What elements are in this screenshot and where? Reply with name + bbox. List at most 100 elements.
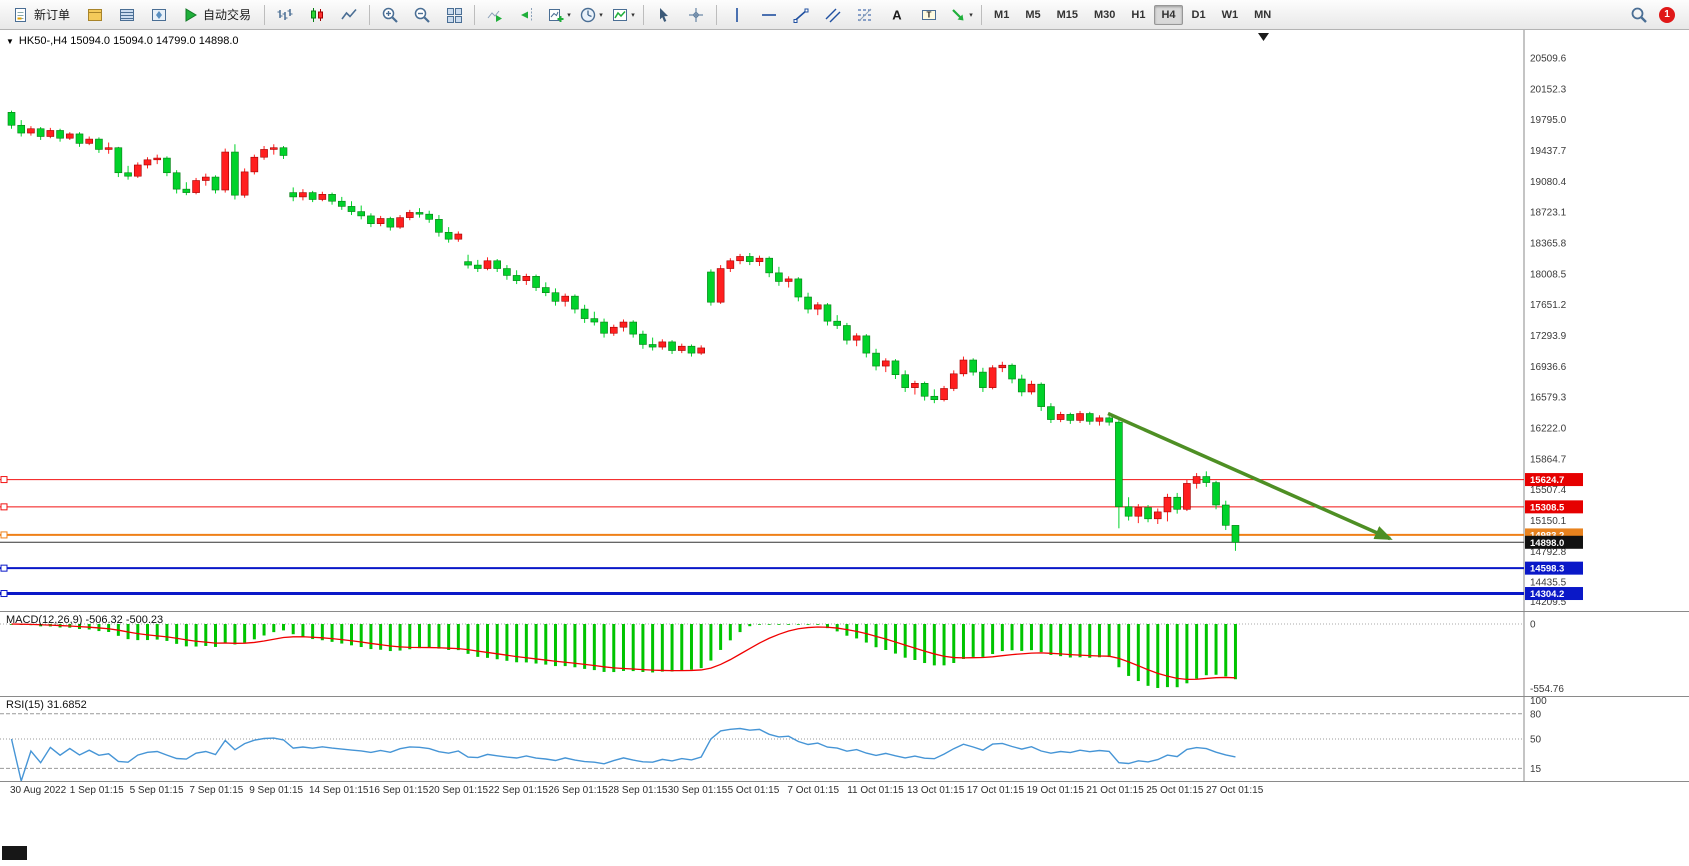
trendline-icon[interactable] xyxy=(786,2,816,28)
timeframe-h4[interactable]: H4 xyxy=(1154,4,1183,25)
svg-text:17651.2: 17651.2 xyxy=(1530,300,1567,311)
cursor-glyph xyxy=(660,7,669,22)
svg-text:14792.8: 14792.8 xyxy=(1530,547,1567,558)
timeframe-m15[interactable]: M15 xyxy=(1056,8,1078,21)
horizontal-lines[interactable] xyxy=(0,476,1524,598)
text-label-icon[interactable]: T xyxy=(914,2,944,28)
time-label: 20 Sep 01:15 xyxy=(428,785,489,796)
dropdown-arrow-icon: ▾ xyxy=(631,11,635,19)
new-order-button-label: 新订单 xyxy=(34,8,71,22)
goldpanel-glyph xyxy=(88,8,103,21)
auto-trading-button[interactable]: 自动交易 xyxy=(176,2,259,28)
macd-signal-line xyxy=(11,623,1236,681)
svg-text:15864.7: 15864.7 xyxy=(1530,454,1567,465)
fibonacci-icon[interactable] xyxy=(850,2,880,28)
timeframe-m1[interactable]: M1 xyxy=(994,8,1010,21)
svg-text:15507.4: 15507.4 xyxy=(1530,485,1567,496)
time-label: 14 Sep 01:15 xyxy=(309,785,369,796)
svg-text:15: 15 xyxy=(1530,764,1542,775)
time-label: 17 Oct 01:15 xyxy=(966,785,1025,796)
rsi-chart[interactable]: 100 80 50 15 xyxy=(0,697,1689,781)
new-chart-icon[interactable]: ▾ xyxy=(544,2,574,28)
svg-text:16222.0: 16222.0 xyxy=(1530,424,1567,435)
svg-text:A: A xyxy=(892,7,902,22)
navpanel-glyph xyxy=(152,8,167,21)
macd-label: MACD(12,26,9) -506.32 -500.23 xyxy=(6,614,164,626)
toolbar-separator xyxy=(981,4,983,25)
ohlc-readout: HK50-,H4 15094.0 15094.0 14799.0 14898.0 xyxy=(18,35,239,47)
period-clock-icon[interactable]: ▾ xyxy=(576,2,606,28)
chartshift-glyph xyxy=(521,7,533,22)
line-handle[interactable] xyxy=(0,476,8,484)
tile-windows-icon[interactable] xyxy=(439,2,469,28)
time-label: 21 Oct 01:15 xyxy=(1086,785,1144,796)
timeframe-mn[interactable]: MN xyxy=(1254,8,1272,21)
auto-scroll-icon[interactable] xyxy=(480,2,510,28)
indicator-glyph xyxy=(613,8,628,21)
svg-text:16579.3: 16579.3 xyxy=(1530,393,1567,404)
timeframe-h1[interactable]: H1 xyxy=(1131,8,1146,21)
timeframe-m5[interactable]: M5 xyxy=(1025,8,1041,21)
channel-icon[interactable] xyxy=(818,2,848,28)
line-handle[interactable] xyxy=(0,590,8,598)
time-label: 5 Oct 01:15 xyxy=(727,785,780,796)
svg-text:15150.1: 15150.1 xyxy=(1530,516,1567,527)
toolbar-separator xyxy=(369,4,371,25)
svg-text:18008.5: 18008.5 xyxy=(1530,269,1567,280)
timeframe-m30[interactable]: M30 xyxy=(1094,8,1116,21)
line-chart-icon[interactable] xyxy=(334,2,364,28)
rsi-line xyxy=(10,727,1236,781)
main-toolbar: 新订单 自动交易 ▾ ▾ ▾ A T ▾ M1 M5 M15 M30 H1 H4 D1 W1 MN 1 xyxy=(0,0,1689,30)
zoom-out-icon[interactable] xyxy=(407,2,437,28)
candlestick-chart-icon[interactable] xyxy=(302,2,332,28)
svg-text:18365.8: 18365.8 xyxy=(1530,239,1567,250)
time-label: 1 Sep 01:15 xyxy=(69,785,124,796)
candlestick-chart[interactable]: 20509.6 20152.3 19795.0 19437.7 19080.4 18723… xyxy=(0,30,1689,611)
time-label: 7 Sep 01:15 xyxy=(189,785,244,796)
market-watch-icon[interactable] xyxy=(80,2,110,28)
svg-text:20152.3: 20152.3 xyxy=(1530,84,1567,95)
bar-chart-icon[interactable] xyxy=(270,2,300,28)
cursor-icon[interactable] xyxy=(649,2,679,28)
text-icon[interactable]: A xyxy=(882,2,912,28)
svg-text:19437.7: 19437.7 xyxy=(1530,146,1567,157)
svg-text:50: 50 xyxy=(1530,735,1542,746)
svg-text:15624.7: 15624.7 xyxy=(1530,475,1564,486)
auto-trading-button-label: 自动交易 xyxy=(203,8,252,22)
timeframe-w1[interactable]: W1 xyxy=(1221,8,1239,21)
zoom-in-icon[interactable] xyxy=(375,2,405,28)
macd-chart[interactable]: 0 -554.76 xyxy=(0,612,1689,696)
crosshair-glyph xyxy=(689,7,704,22)
line-handle[interactable] xyxy=(0,564,8,572)
line-handle[interactable] xyxy=(0,531,8,539)
crosshair-icon[interactable] xyxy=(681,2,711,28)
time-label: 28 Sep 01:15 xyxy=(608,785,668,796)
svg-text:17293.9: 17293.9 xyxy=(1530,331,1567,342)
vertical-line-icon[interactable] xyxy=(722,2,752,28)
time-label: 25 Oct 01:15 xyxy=(1146,785,1204,796)
macd-panel: 0 -554.76 MACD(12,26,9) -506.32 -500.23 xyxy=(0,612,1689,697)
search-button[interactable] xyxy=(1624,2,1654,28)
chart-shift-icon[interactable] xyxy=(512,2,542,28)
clock-glyph xyxy=(581,7,596,22)
svg-text:100: 100 xyxy=(1530,697,1547,707)
time-label: 9 Sep 01:15 xyxy=(249,785,304,796)
horizontal-line-icon[interactable] xyxy=(754,2,784,28)
indicators-icon[interactable]: ▾ xyxy=(608,2,638,28)
arrow-objects-icon[interactable]: ▾ xyxy=(946,2,976,28)
symbol-info: ▼ HK50-,H4 15094.0 15094.0 14799.0 14898… xyxy=(6,35,239,47)
data-window-icon[interactable] xyxy=(112,2,142,28)
chevron-down-icon[interactable]: ▼ xyxy=(6,36,14,46)
trend-arrow[interactable] xyxy=(1107,411,1393,541)
line-handle[interactable] xyxy=(0,503,8,511)
new-order-button[interactable]: 新订单 xyxy=(7,2,78,28)
toolbar-separator xyxy=(643,4,645,25)
notification-badge[interactable]: 1 xyxy=(1659,6,1675,23)
zoomout-glyph xyxy=(414,7,430,23)
time-axis[interactable]: 30 Aug 2022 1 Sep 01:15 5 Sep 01:15 7 Sep 0… xyxy=(0,782,1689,802)
search-icon xyxy=(1631,7,1647,23)
chart-shift-marker[interactable] xyxy=(1258,33,1269,41)
svg-text:15308.5: 15308.5 xyxy=(1530,502,1565,513)
navigator-icon[interactable] xyxy=(144,2,174,28)
timeframe-d1[interactable]: D1 xyxy=(1191,8,1206,21)
